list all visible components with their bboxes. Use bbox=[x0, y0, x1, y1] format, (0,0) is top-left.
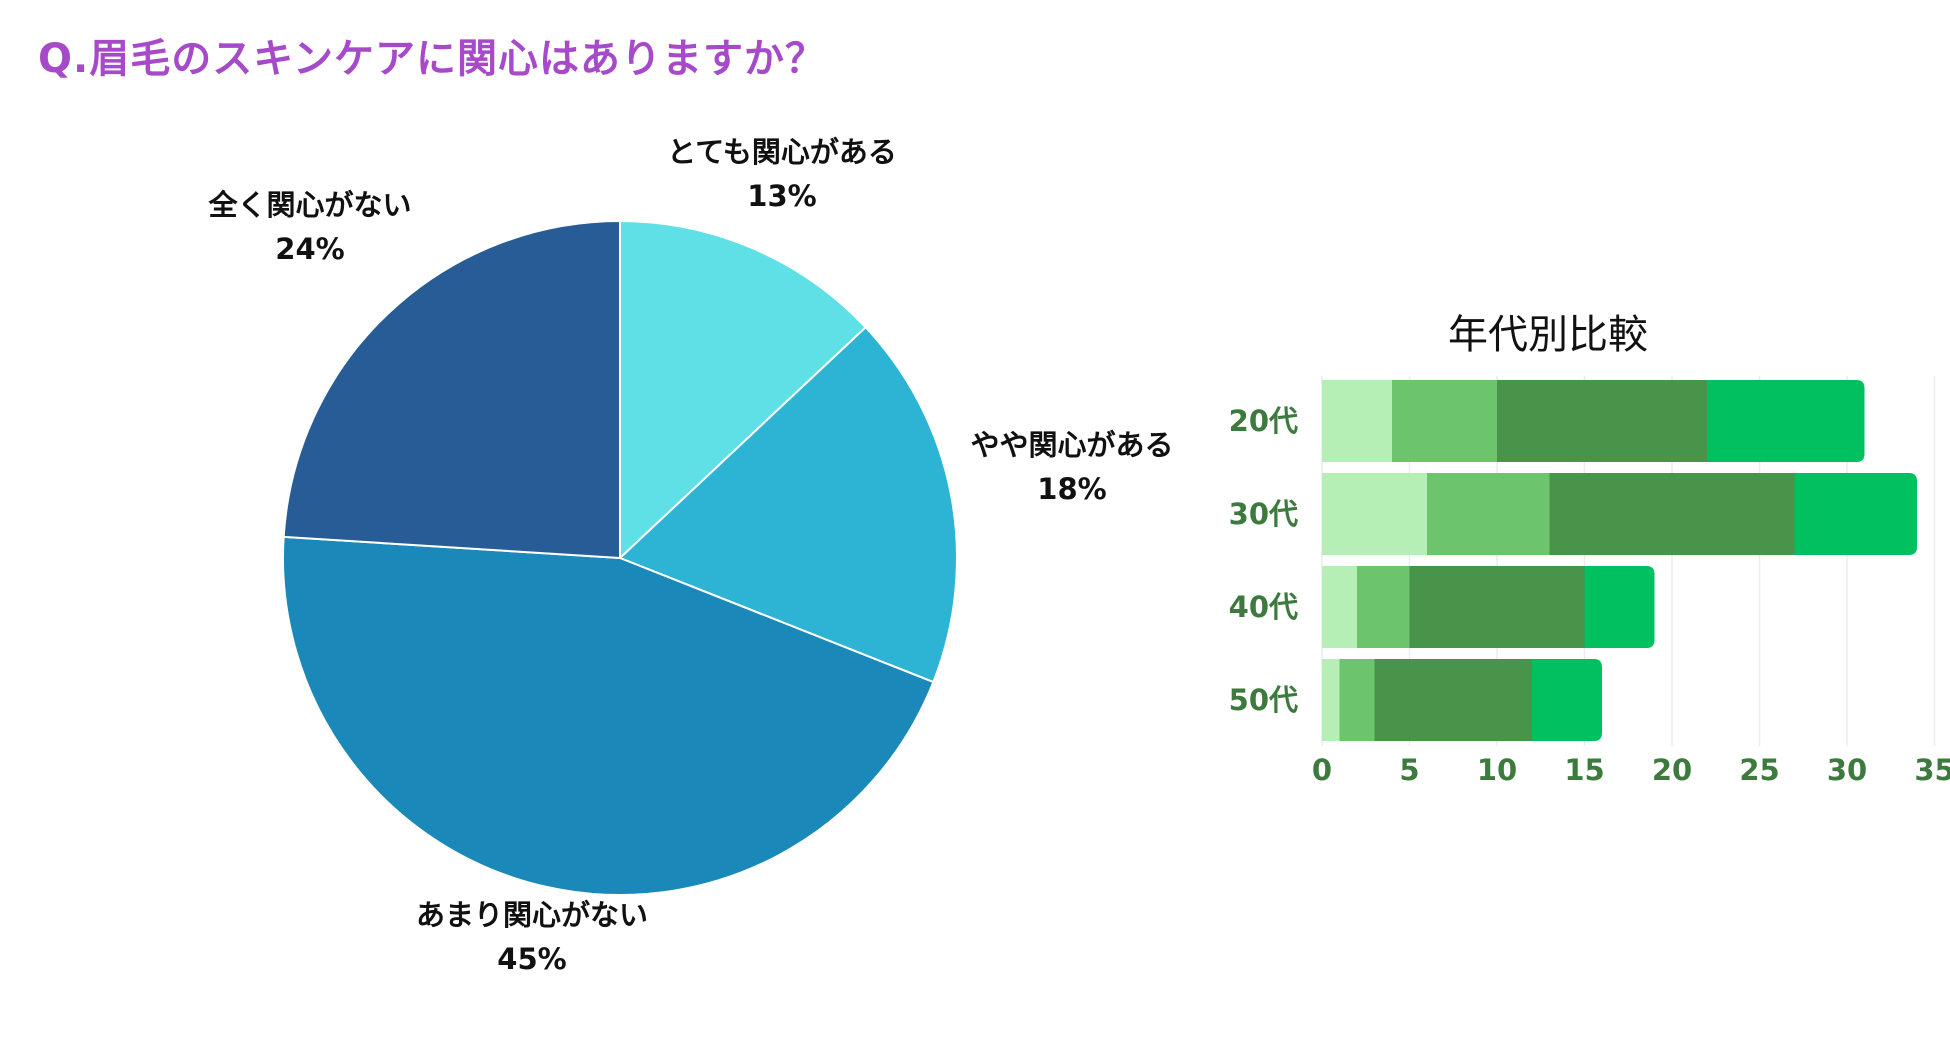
pie-slice-value-label: 45% bbox=[497, 942, 566, 976]
pie-slice bbox=[618, 325, 958, 684]
category-label: 30代 bbox=[1229, 497, 1298, 531]
pie-slice-value-label: 24% bbox=[275, 232, 344, 266]
bar-segment bbox=[1322, 380, 1392, 462]
x-tick-label: 25 bbox=[1739, 753, 1779, 787]
page-title: Q.眉毛のスキンケアに関心はありますか？ bbox=[38, 36, 826, 82]
bar-chart-title: 年代別比較 bbox=[1448, 312, 1648, 358]
bar-segment bbox=[1794, 473, 1917, 555]
pie-slice-label: あまり関心がない bbox=[416, 898, 648, 932]
pie-chart: とても関心がある 13% やや関心がある 18% あまり関心がない 45% 全く関心がない 2… bbox=[207, 135, 1173, 976]
bar-segment bbox=[1409, 566, 1585, 648]
pie-slice-label: 全く関心がない bbox=[207, 188, 411, 222]
pie-slice-value-label: 18% bbox=[1037, 472, 1106, 506]
category-label: 40代 bbox=[1229, 590, 1298, 624]
bar-segment bbox=[1374, 659, 1532, 741]
bar-segment bbox=[1392, 380, 1497, 462]
x-tick-label: 0 bbox=[1312, 753, 1332, 787]
bar-segment bbox=[1322, 566, 1357, 648]
x-tick-label: 5 bbox=[1399, 753, 1419, 787]
bar-segment bbox=[1357, 566, 1410, 648]
pie-slice-value-label: 13% bbox=[747, 179, 816, 213]
bar-segment bbox=[1339, 659, 1375, 741]
x-tick-label: 10 bbox=[1477, 753, 1517, 787]
x-tick-label: 15 bbox=[1564, 753, 1604, 787]
x-tick-label: 35 bbox=[1914, 753, 1950, 787]
pie-slice bbox=[282, 535, 935, 896]
bar-segment bbox=[1532, 659, 1602, 741]
bar-segment bbox=[1549, 473, 1795, 555]
bar-segment bbox=[1322, 659, 1340, 741]
pie-slice bbox=[282, 219, 621, 560]
stacked-bar-chart: 年代別比較 20代 30代 40代 50代 0 5 10 15 20 25 30 35 bbox=[1229, 312, 1950, 787]
bar-segment bbox=[1322, 473, 1427, 555]
pie-slice-label: とても関心がある bbox=[667, 135, 897, 169]
category-label: 50代 bbox=[1229, 683, 1298, 717]
category-label: 20代 bbox=[1229, 404, 1298, 438]
pie-slice bbox=[619, 219, 868, 561]
x-tick-label: 30 bbox=[1827, 753, 1867, 787]
bar-segment bbox=[1707, 380, 1865, 462]
bar-segment bbox=[1427, 473, 1550, 555]
bar-segment bbox=[1497, 380, 1707, 462]
bar-segment bbox=[1584, 566, 1655, 648]
pie-slice-label: やや関心がある bbox=[970, 428, 1173, 462]
x-tick-label: 20 bbox=[1652, 753, 1692, 787]
